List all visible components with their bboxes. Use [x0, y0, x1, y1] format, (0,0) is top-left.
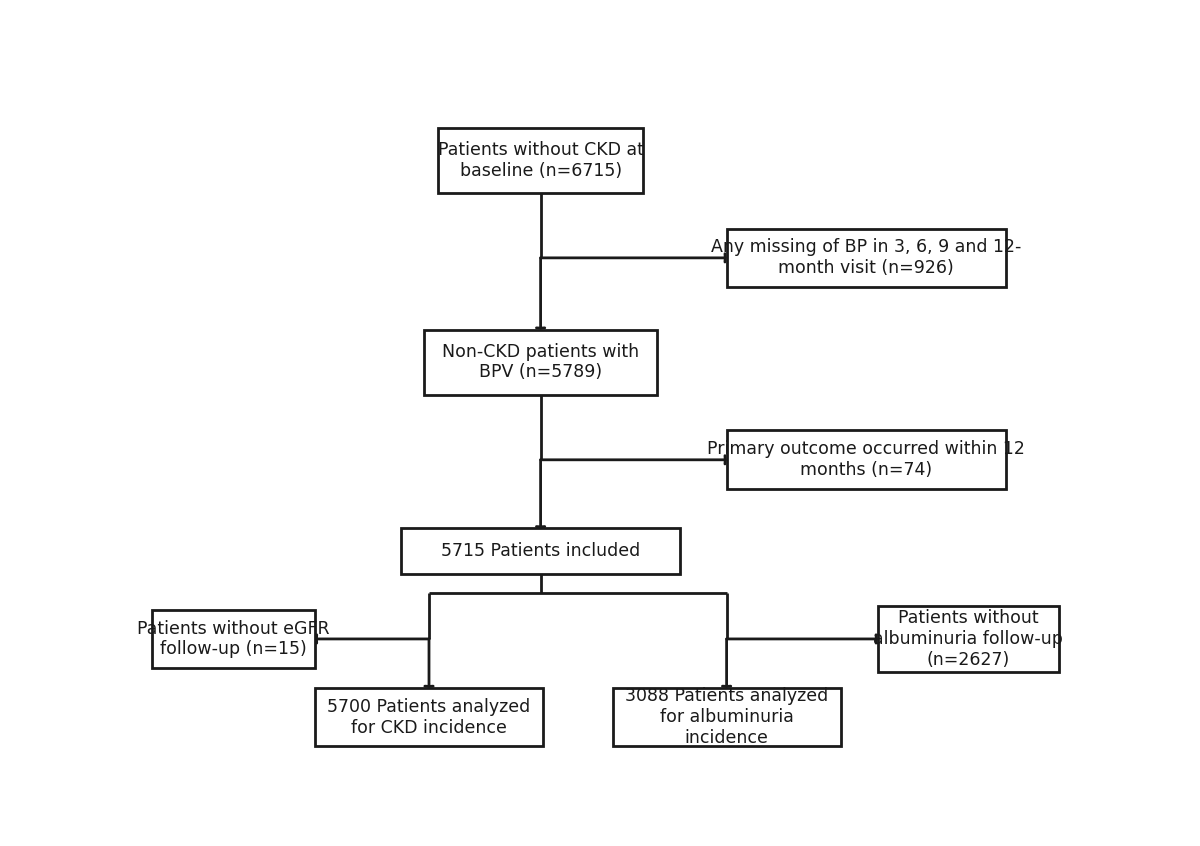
FancyBboxPatch shape	[316, 688, 542, 746]
FancyBboxPatch shape	[727, 431, 1006, 489]
Text: Patients without
albuminuria follow-up
(n=2627): Patients without albuminuria follow-up (…	[874, 609, 1063, 668]
FancyBboxPatch shape	[425, 330, 656, 395]
Text: Primary outcome occurred within 12
months (n=74): Primary outcome occurred within 12 month…	[707, 441, 1025, 479]
FancyBboxPatch shape	[877, 607, 1060, 672]
FancyBboxPatch shape	[152, 610, 316, 668]
FancyBboxPatch shape	[401, 528, 680, 574]
Text: 5700 Patients analyzed
for CKD incidence: 5700 Patients analyzed for CKD incidence	[328, 698, 530, 737]
Text: 5715 Patients included: 5715 Patients included	[440, 542, 641, 560]
Text: Any missing of BP in 3, 6, 9 and 12-
month visit (n=926): Any missing of BP in 3, 6, 9 and 12- mon…	[710, 239, 1021, 277]
Text: Patients without eGFR
follow-up (n=15): Patients without eGFR follow-up (n=15)	[137, 619, 330, 658]
FancyBboxPatch shape	[727, 228, 1006, 287]
FancyBboxPatch shape	[613, 688, 840, 746]
Text: 3088 Patients analyzed
for albuminuria
incidence: 3088 Patients analyzed for albuminuria i…	[625, 687, 828, 747]
Text: Patients without CKD at
baseline (n=6715): Patients without CKD at baseline (n=6715…	[438, 140, 643, 179]
FancyBboxPatch shape	[438, 128, 643, 193]
Text: Non-CKD patients with
BPV (n=5789): Non-CKD patients with BPV (n=5789)	[442, 343, 640, 382]
